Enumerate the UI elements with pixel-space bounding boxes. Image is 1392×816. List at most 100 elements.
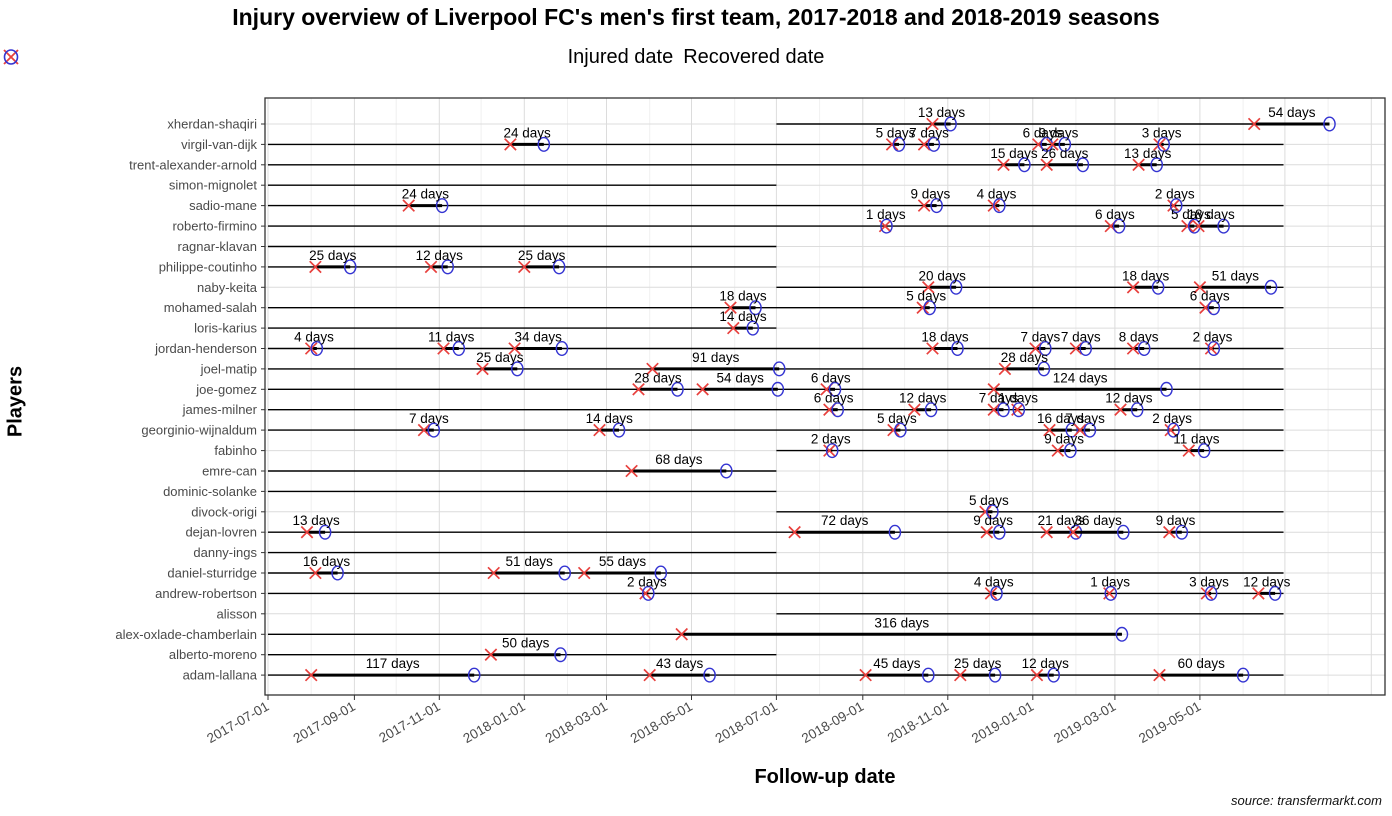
duration-label: 117 days [366,656,420,671]
player-label: joe-gomez [195,382,257,397]
recovery-marker [703,667,716,683]
injury-marker [625,464,638,478]
injury-marker [926,117,939,131]
chart-title: Injury overview of Liverpool FC's men's … [232,4,1160,30]
injury-marker [859,668,872,682]
injury-marker [1043,423,1056,437]
recovery-marker [951,341,964,357]
injury-marker [979,505,992,519]
duration-label: 6 days [1023,125,1063,140]
recovery-marker [1065,422,1079,438]
injury-marker [484,648,498,662]
player-label: philippe-coutinho [159,259,257,274]
x-axis-title: Follow-up date [754,766,896,788]
recovery-marker [452,341,466,357]
injury-marker [823,444,836,457]
recovery-marker [1076,157,1090,173]
duration-label: 7 days [909,125,949,140]
injury-marker [788,525,801,539]
player-row-dominic-solanke: dominic-solanke [163,484,777,499]
duration-label: 3 days [1189,574,1229,589]
injury-marker [980,525,994,539]
player-label: georginio-wijnaldum [141,423,257,438]
recovery-marker [435,198,449,214]
injury-marker [1051,444,1065,457]
injury-marker [1126,342,1140,355]
recovery-marker [1079,341,1092,357]
injury-marker [487,566,501,580]
duration-label: 6 days [1095,207,1135,222]
injury-marker [1192,219,1205,233]
recovery-marker [671,381,684,397]
player-label: simon-mignolet [169,178,258,193]
player-label: divock-origi [191,504,257,519]
recovery-marker [1151,279,1165,295]
x-tick-label: 2019-01-01 [969,699,1036,747]
chart-legend: Injured date Recovered date [0,46,1392,69]
injury-marker [1030,668,1044,682]
recovery-marker [749,300,762,316]
player-row-joel-matip: joel-matip 25 days 91 days 28 days [200,350,1284,377]
injury-marker [1167,199,1180,212]
duration-label: 34 days [515,330,563,345]
player-row-xherdan-shaqiri: xherdan-shaqiri 13 days 54 days [167,105,1336,132]
injury-marker [504,138,517,151]
player-label: alberto-moreno [169,647,257,662]
y-axis-title: Players [4,365,27,438]
recovery-marker [771,381,785,397]
recovered-circle-icon [3,49,19,65]
recovery-marker [612,422,626,438]
injury-marker [987,382,1001,396]
player-row-adam-lallana: adam-lallana 117 days 43 days 45 days 25 day… [183,656,1284,683]
duration-label: 25 days [954,656,1002,671]
duration-label: 3 days [1142,125,1182,140]
player-label: trent-alexander-arnold [129,157,257,172]
injury-marker [577,566,591,580]
duration-label: 9 days [973,513,1013,528]
x-tick-label: 2018-09-01 [799,699,866,747]
recovery-marker [427,422,441,438]
injury-marker [887,423,900,437]
duration-label: 11 days [1173,432,1220,447]
recovery-marker [924,402,938,418]
legend-label-recovered: Recovered date [683,46,825,68]
recovery-marker [1012,402,1026,418]
duration-label: 8 days [1119,330,1159,345]
injury-marker [1040,158,1054,172]
injury-marker [508,342,521,355]
recovery-marker [558,565,572,581]
player-label: sadio-mane [189,198,257,213]
recovery-marker [1204,585,1218,601]
injury-marker [987,403,1001,417]
duration-label: 9 days [1156,513,1196,528]
injury-marker [1247,117,1261,131]
player-row-simon-mignolet: simon-mignolet [169,178,777,193]
duration-label: 7 days [409,411,449,426]
x-tick-label: 2019-05-01 [1136,699,1203,747]
injury-marker [1045,138,1059,151]
recovery-marker [892,136,906,152]
recovery-marker [343,259,357,275]
duration-label: 6 days [1190,289,1230,304]
recovery-marker [1064,443,1077,459]
player-label: xherdan-shaqiri [167,117,257,132]
injury-marker [437,342,450,355]
recovery-marker [1083,422,1097,438]
duration-label: 14 days [586,411,634,426]
duration-label: 2 days [627,574,667,589]
player-label: dominic-solanke [163,484,257,499]
injury-marker [917,138,931,151]
duration-label: 2 days [811,432,851,447]
injury-marker [1132,158,1145,172]
player-row-alberto-moreno: alberto-moreno 50 days [169,636,777,663]
duration-label: 24 days [503,125,551,140]
injury-marker [309,260,322,274]
x-tick-label: 2017-11-01 [376,699,442,746]
recovery-marker [1268,585,1282,601]
injury-marker [696,382,709,396]
duration-label: 25 days [309,248,357,263]
recovery-marker [772,361,786,377]
source-note: source: transfermarkt.com [1231,793,1382,808]
